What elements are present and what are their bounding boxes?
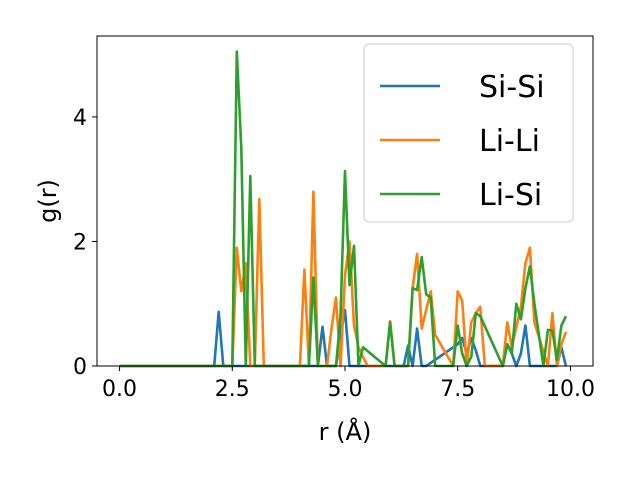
x-tick-label: 7.5 bbox=[440, 377, 475, 402]
legend-box bbox=[363, 43, 574, 223]
y-tick-label: 0 bbox=[73, 355, 87, 380]
legend-label-li-li: Li-Li bbox=[479, 124, 540, 159]
y-axis-label: g(r) bbox=[34, 179, 62, 223]
y-tick-label: 2 bbox=[73, 230, 87, 255]
series-line-li-si bbox=[119, 50, 568, 368]
legend-label-si-si: Si-Si bbox=[479, 70, 545, 105]
x-axis-label: r (Å) bbox=[319, 417, 372, 446]
y-tick-label: 4 bbox=[73, 106, 87, 131]
axes-ticks: 0.0 2.5 5.0 7.5 10.0 0 2 4 bbox=[73, 106, 595, 402]
legend: Si-Si Li-Li Li-Si bbox=[363, 43, 574, 223]
legend-label-li-si: Li-Si bbox=[479, 178, 542, 213]
x-tick-label: 5.0 bbox=[328, 377, 363, 402]
x-tick-label: 0.0 bbox=[102, 377, 137, 402]
x-tick-label: 2.5 bbox=[215, 377, 250, 402]
x-tick-label: 10.0 bbox=[546, 377, 595, 402]
axes-frame bbox=[96, 35, 594, 367]
